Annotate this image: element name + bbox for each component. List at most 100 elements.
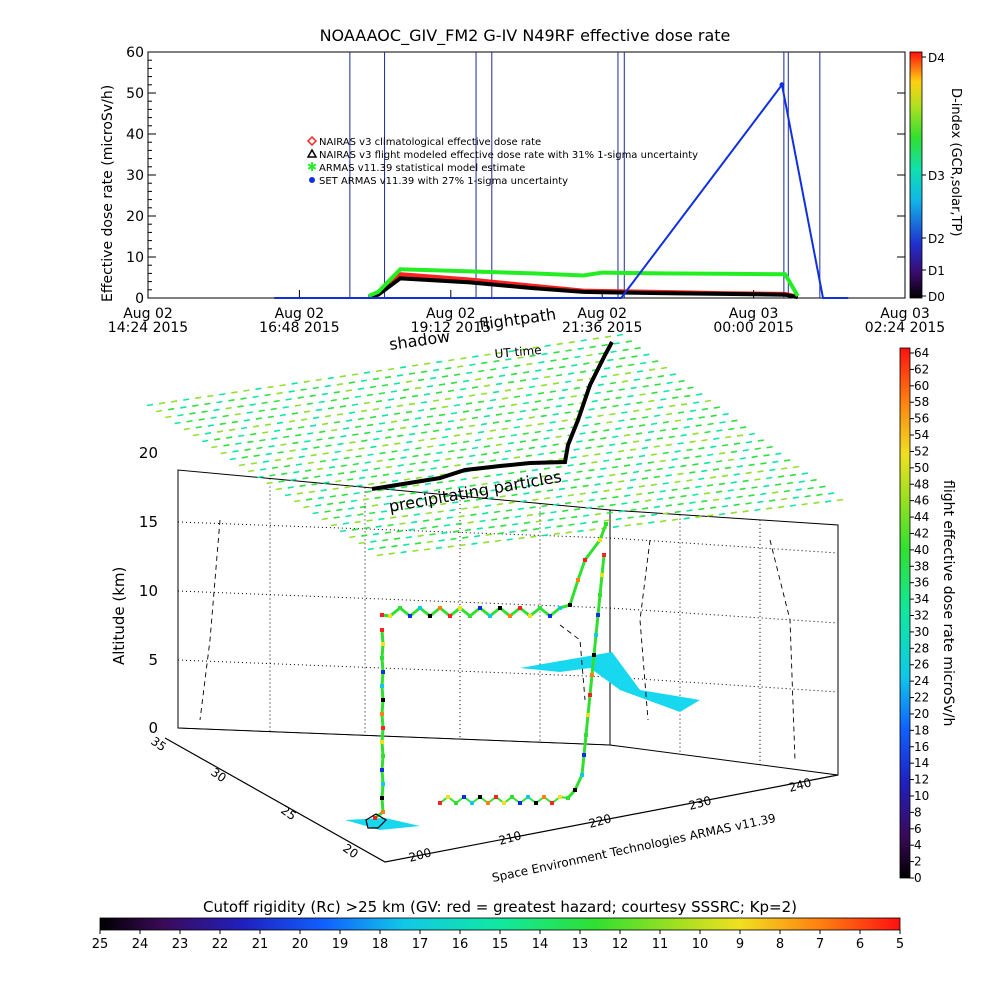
particle-dash (429, 407, 437, 410)
particle-dash (760, 462, 767, 465)
dose-rate-series (274, 82, 849, 300)
particle-dash (474, 438, 482, 442)
particle-dash (531, 438, 538, 442)
particle-dash (207, 424, 214, 427)
particle-dash (469, 454, 476, 458)
particle-dash (692, 463, 699, 466)
particle-dash (600, 406, 607, 409)
particle-dash (594, 483, 601, 486)
particle-dash (559, 365, 566, 369)
particle-dash (457, 485, 464, 489)
particle-dash (408, 402, 416, 406)
particle-dash (327, 406, 335, 410)
track-point (448, 614, 452, 618)
particle-dash (710, 506, 717, 509)
dose-tick-label: 54 (914, 428, 929, 442)
particle-dash (544, 496, 551, 500)
particle-dash (522, 401, 529, 405)
dose-tick-label: 58 (914, 395, 929, 409)
particle-dash (459, 418, 467, 421)
particle-dash (552, 412, 559, 416)
particle-dash (303, 410, 311, 413)
wall-grid (177, 478, 839, 765)
particle-dash (635, 462, 643, 466)
particle-dash (222, 414, 229, 418)
particle-dash (671, 427, 678, 431)
particle-dash (715, 490, 723, 494)
particle-dash (636, 522, 643, 526)
particle-dash (413, 513, 421, 516)
particle-dash (275, 487, 282, 491)
particle-dash (597, 445, 604, 448)
particle-dash (351, 403, 359, 407)
particle-dash (591, 520, 599, 524)
particle-dash (415, 476, 423, 480)
track-point (486, 801, 490, 805)
particle-dash (247, 440, 254, 444)
latitude-ticks: 20 25 30 35 (148, 734, 361, 861)
particle-dash (345, 514, 352, 518)
floor-back-edge (177, 727, 611, 746)
particle-dash (355, 455, 362, 458)
particle-dash (508, 501, 515, 504)
particle-dash (204, 431, 212, 435)
particle-dash (425, 511, 432, 515)
particle-dash (678, 379, 685, 383)
particle-dash (338, 501, 346, 504)
x-tick-label-date: Aug 03 (729, 306, 779, 322)
particle-dash (650, 483, 657, 487)
particle-dash (583, 362, 590, 365)
particle-dash (736, 465, 743, 468)
particle-dash (195, 425, 202, 429)
particle-dash (567, 464, 574, 467)
particle-dash (648, 368, 656, 372)
particle-dash (525, 393, 533, 397)
dose-tick-label: 6 (914, 822, 922, 836)
particle-dash (757, 470, 764, 473)
particle-dash (315, 408, 323, 412)
particle-dash (466, 371, 473, 375)
dose-tick-label: 62 (914, 362, 929, 376)
particle-dash (710, 414, 717, 418)
particle-dash (490, 459, 497, 462)
dose-tick-label: 16 (914, 740, 929, 754)
particle-dash (414, 386, 422, 390)
particle-dash (375, 525, 382, 528)
particle-dash (324, 510, 331, 513)
latitude-tick-label: 25 (278, 803, 299, 823)
particle-dash (443, 524, 451, 527)
particle-dash (520, 348, 527, 351)
cutoff-tick-label: 13 (572, 937, 589, 952)
particle-dash (226, 436, 233, 439)
particle-dash (553, 350, 560, 354)
particle-dash (314, 475, 321, 478)
particle-dash (573, 386, 581, 390)
particle-dash (508, 349, 515, 353)
legend-label: ARMAS v11.39 statistical model estimate (319, 163, 525, 174)
particle-dash (449, 508, 456, 512)
particle-dash (250, 432, 257, 436)
particle-dash (335, 479, 342, 483)
particle-dash (654, 383, 661, 386)
particle-dash (573, 448, 580, 451)
particle-dash (432, 399, 440, 402)
particle-dash (379, 546, 386, 549)
particle-dash (505, 509, 513, 512)
particle-dash (642, 384, 649, 388)
particle-dash (721, 504, 729, 508)
particle-dash (177, 413, 184, 417)
particle-dash (792, 465, 800, 469)
particle-dash (358, 447, 365, 450)
particle-dash (351, 373, 359, 376)
particle-dash (333, 516, 340, 519)
dose-tick-label: 52 (914, 444, 929, 458)
particle-dash (441, 405, 449, 409)
particle-dash (565, 349, 572, 352)
particle-dash (704, 430, 711, 434)
particle-dash (656, 467, 663, 471)
particle-dash (561, 479, 568, 483)
particle-dash (397, 434, 404, 438)
particle-dash (462, 379, 470, 383)
particle-dash (748, 494, 755, 497)
